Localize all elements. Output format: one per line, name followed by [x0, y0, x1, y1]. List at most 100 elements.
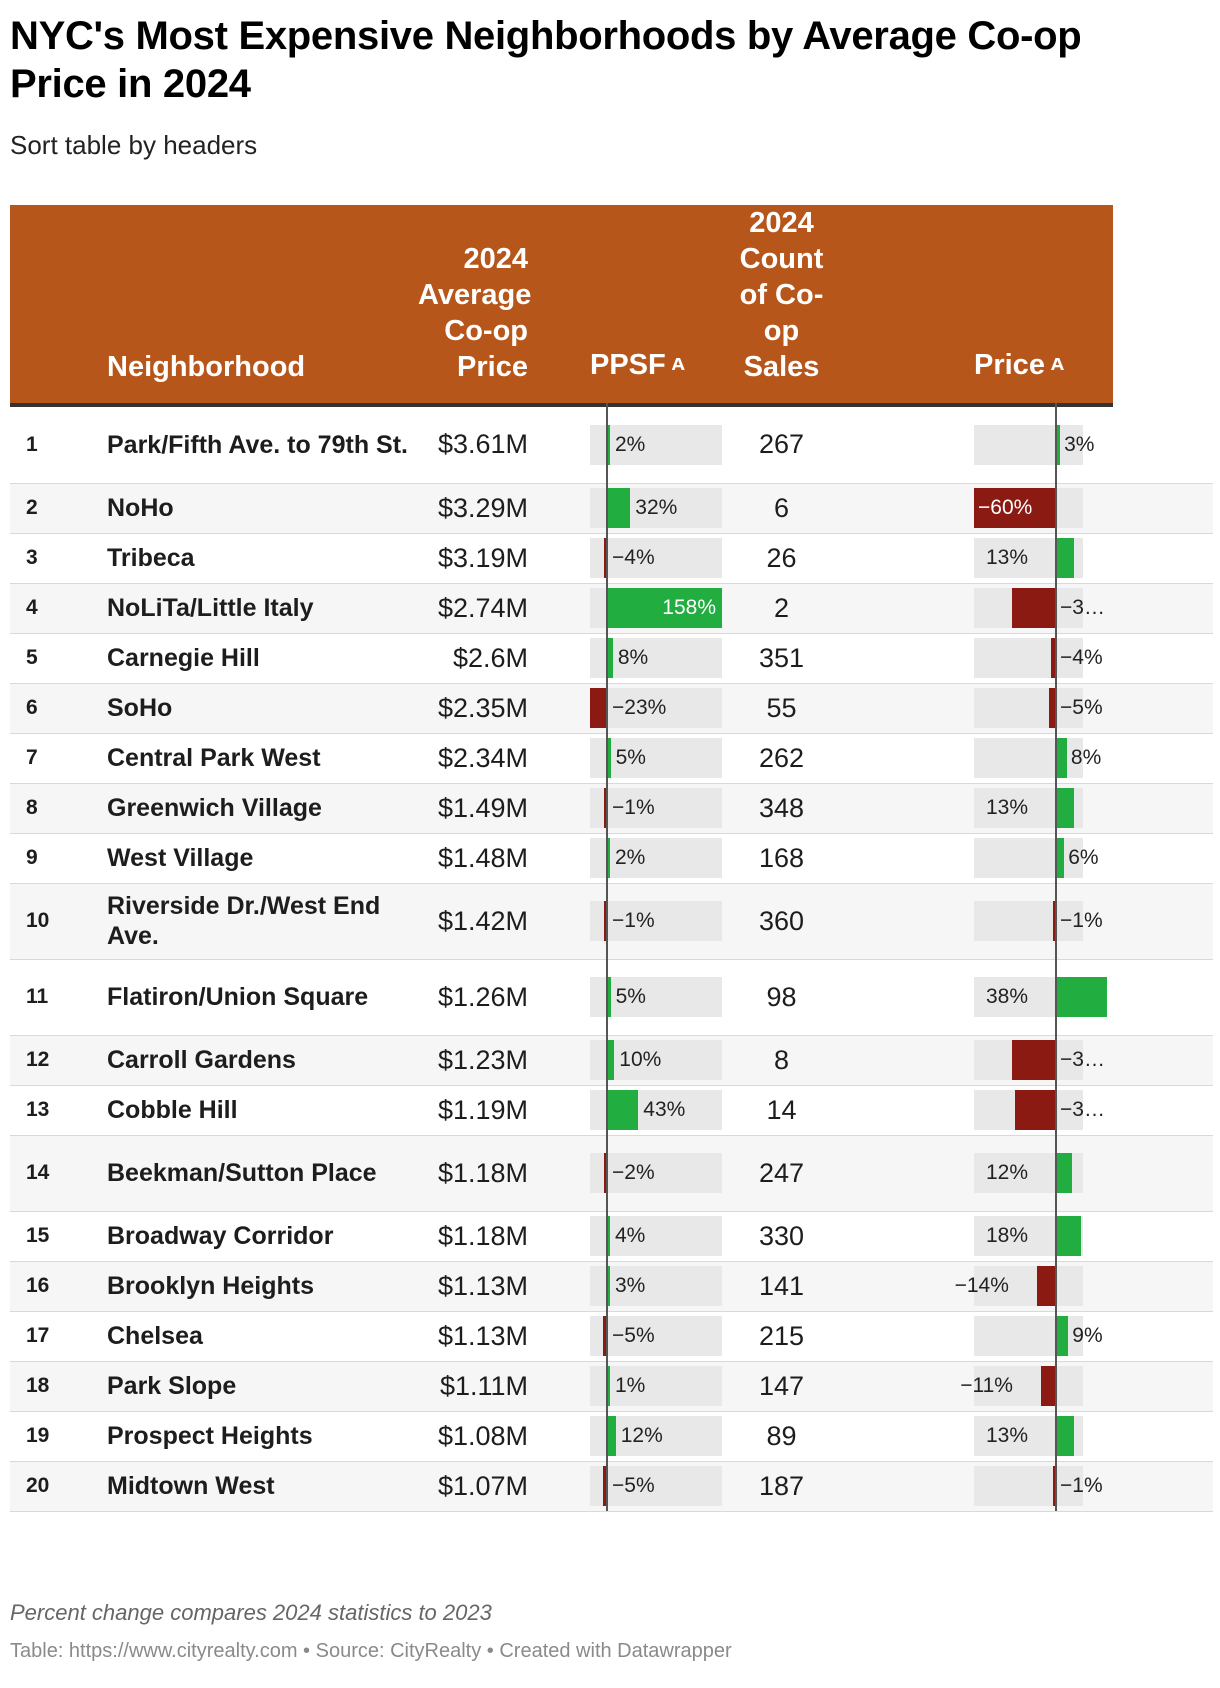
ppsf-bar-track: −1%: [590, 788, 722, 828]
spacer-cell: [1113, 533, 1213, 583]
spacer-cell: [841, 883, 974, 959]
spacer-cell: [530, 583, 590, 633]
ppsf-cell: 43%: [590, 1085, 722, 1135]
sales-count-cell: 187: [758, 1470, 805, 1501]
price-bar-track: −11%: [960, 1366, 1083, 1406]
ppsf-bar: [590, 688, 607, 728]
header-price-change[interactable]: Price ᴀ: [974, 205, 1083, 403]
sales-count-cell: 262: [758, 742, 805, 773]
table-row: 3 Tribeca $3.19M −4% 26 13%: [10, 533, 1213, 583]
price-change-cell: −1%: [974, 1461, 1103, 1511]
ppsf-bar-track: 3%: [590, 1266, 722, 1306]
price-change-cell: 12%: [974, 1135, 1083, 1211]
neighborhood-cell: Chelsea: [107, 1322, 203, 1350]
spacer-cell: [841, 483, 974, 533]
spacer-cell: [530, 1085, 590, 1135]
rank-cell: 17: [26, 1324, 50, 1347]
ppsf-bar-track: 12%: [590, 1416, 722, 1456]
data-table: Neighborhood 2024 Average Co-op Price PP…: [10, 205, 1213, 1512]
price-label: −3…: [1060, 1098, 1105, 1121]
rank-cell: 4: [26, 596, 38, 619]
spacer-cell: [1083, 483, 1113, 533]
price-change-cell: −60%: [974, 483, 1083, 533]
neighborhood-cell: Prospect Heights: [107, 1422, 313, 1450]
spacer-cell: [1113, 883, 1213, 959]
price-bar-track: 3%: [974, 424, 1094, 465]
price-bar-track: −14%: [955, 1266, 1083, 1306]
price-change-cell: 38%: [974, 959, 1107, 1035]
rank-cell: 20: [26, 1474, 50, 1497]
spacer-cell: [530, 683, 590, 733]
sales-count-cell: 348: [758, 792, 805, 823]
price-change-cell: 3%: [974, 407, 1094, 483]
ppsf-label: −5%: [612, 1474, 655, 1497]
price-bar: [1056, 1416, 1074, 1456]
sales-count-cell: 330: [758, 1220, 805, 1251]
sales-count-cell: 26: [766, 542, 797, 573]
average-price-cell: $1.48M: [437, 842, 528, 873]
ppsf-label: −23%: [612, 696, 667, 719]
table-row: 10 Riverside Dr./West End Ave. $1.42M −1% 36…: [10, 883, 1213, 959]
price-label: 38%: [985, 985, 1028, 1008]
spacer-cell: [841, 407, 974, 483]
ppsf-bar-track: 1%: [590, 1366, 722, 1406]
average-price-cell: $2.74M: [437, 592, 528, 623]
spacer-cell: [841, 1135, 974, 1211]
price-bar-track: 9%: [974, 1316, 1103, 1356]
spacer-cell: [1113, 733, 1213, 783]
ppsf-bar-track: −2%: [590, 1153, 722, 1193]
price-bar: [1056, 1216, 1081, 1256]
average-price-cell: $1.07M: [437, 1470, 528, 1501]
price-bar-track: −60%: [974, 488, 1083, 528]
header-average-price[interactable]: 2024 Average Co-op Price: [418, 243, 532, 383]
sales-count-cell: 141: [758, 1270, 805, 1301]
spacer-cell: [530, 959, 590, 1035]
table-row: 11 Flatiron/Union Square $1.26M 5% 98 38%: [10, 959, 1213, 1035]
spacer-cell: [530, 533, 590, 583]
sales-count-cell: 8: [773, 1044, 790, 1075]
sales-count-cell: 215: [758, 1320, 805, 1351]
neighborhood-cell: Tribeca: [107, 544, 195, 572]
spacer-cell: [1113, 1461, 1213, 1511]
spacer-cell: [1083, 1211, 1113, 1261]
ppsf-bar: [607, 488, 631, 528]
header-rank[interactable]: [10, 205, 103, 403]
ppsf-cell: −23%: [590, 683, 722, 733]
average-price-cell: $3.61M: [437, 429, 528, 460]
price-change-cell: −4%: [974, 633, 1103, 683]
sales-count-cell: 55: [766, 692, 797, 723]
neighborhood-cell: Beekman/Sutton Place: [107, 1159, 377, 1187]
spacer-cell: [1113, 1035, 1213, 1085]
price-change-cell: 13%: [974, 783, 1083, 833]
rank-cell: 8: [26, 796, 38, 819]
ppsf-bar: [607, 838, 610, 878]
price-bar: [1056, 1153, 1073, 1193]
price-bar: [1036, 1266, 1056, 1306]
price-label: −5%: [1060, 696, 1103, 719]
neighborhood-cell: Brooklyn Heights: [107, 1272, 314, 1300]
spacer-cell: [841, 533, 974, 583]
neighborhood-cell: Central Park West: [107, 744, 321, 772]
ppsf-cell: 1%: [590, 1361, 722, 1411]
spacer-cell: [1113, 959, 1213, 1035]
ppsf-label: 8%: [617, 646, 649, 669]
neighborhood-cell: Park Slope: [107, 1372, 237, 1400]
spacer-cell: [841, 1411, 974, 1461]
price-label: 3%: [1064, 432, 1095, 456]
header-neighborhood[interactable]: Neighborhood: [107, 351, 306, 383]
header-sales-count[interactable]: 2024 Count of Co-op Sales: [739, 207, 824, 383]
neighborhood-cell: SoHo: [107, 694, 173, 722]
price-bar-track: −1%: [974, 1466, 1103, 1506]
average-price-cell: $1.42M: [437, 905, 528, 936]
price-bar-track: 18%: [974, 1216, 1083, 1256]
price-bar: [1040, 1366, 1056, 1406]
neighborhood-cell: Broadway Corridor: [107, 1222, 334, 1250]
price-bar-track: 13%: [974, 1416, 1083, 1456]
ppsf-label: 43%: [643, 1098, 686, 1121]
spacer-cell: [1113, 1261, 1213, 1311]
table-row: 7 Central Park West $2.34M 5% 262 8%: [10, 733, 1213, 783]
neighborhood-cell: Carroll Gardens: [107, 1046, 296, 1074]
header-ppsf[interactable]: PPSF ᴀ: [590, 205, 722, 403]
spacer-cell: [1113, 1211, 1213, 1261]
ppsf-label: −1%: [612, 909, 655, 932]
